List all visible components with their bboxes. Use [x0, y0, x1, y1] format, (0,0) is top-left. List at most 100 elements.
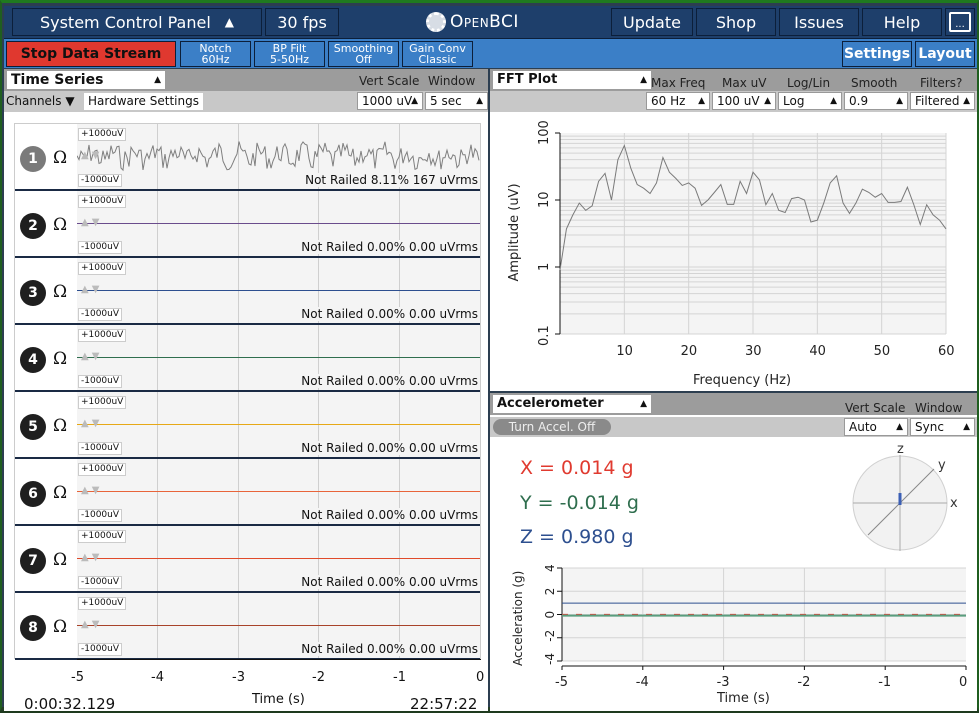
accelerometer-chart: -4 -2 0 2 4 -5 -4 -3 -2 -1 0 Time (s) Acceleration (…: [511, 564, 967, 706]
svg-text:30: 30: [745, 344, 762, 359]
channel-signal: [77, 625, 480, 626]
channel-plot: ▲▼ +1000uV -1000uV Not Railed 8.11% 167 …: [77, 124, 480, 189]
gain-conversion-button[interactable]: Gain Conv Classic: [402, 41, 473, 67]
filters-dropdown[interactable]: Filtered ▲: [910, 92, 975, 110]
impedance-omega-icon[interactable]: Ω: [53, 349, 68, 369]
openbci-brain-gear-icon: [426, 12, 446, 32]
svg-text:2: 2: [543, 588, 557, 596]
railed-status: Not Railed 0.00% 0.00 uVrms: [299, 575, 478, 589]
turn-accel-off-button[interactable]: Turn Accel. Off: [493, 419, 611, 435]
impedance-omega-icon[interactable]: Ω: [53, 617, 68, 637]
x-axis-label: Time (s): [252, 692, 305, 707]
fps-button[interactable]: 30 fps: [265, 8, 339, 36]
svg-text:60: 60: [938, 344, 955, 359]
upper-scale-label: +1000uV: [78, 463, 127, 476]
gain-label: Gain Conv: [409, 42, 466, 55]
grid-line: [238, 124, 239, 189]
railed-status: Not Railed 0.00% 0.00 uVrms: [299, 508, 478, 522]
stop-data-stream-button[interactable]: Stop Data Stream: [6, 41, 176, 67]
widget-selector[interactable]: Accelerometer ▲: [493, 395, 651, 413]
issues-button[interactable]: Issues: [779, 8, 859, 36]
svg-text:20: 20: [681, 344, 698, 359]
vert-scale-dropdown[interactable]: 1000 uV ▲: [357, 92, 423, 110]
svg-text:1: 1: [537, 263, 552, 271]
channel-plot: ▲▼ +1000uV -1000uV Not Railed 0.00% 0.00…: [77, 526, 480, 591]
scale-arrows-icon[interactable]: ▲▼: [81, 418, 103, 429]
window-dropdown[interactable]: Sync ▲: [910, 418, 975, 436]
system-control-panel-button[interactable]: System Control Panel ▲: [12, 8, 262, 36]
x-tick: -1: [393, 670, 406, 685]
smoothing-button[interactable]: Smoothing Off: [328, 41, 399, 67]
caret-up-icon: ▲: [830, 96, 837, 106]
filters-label: Filters?: [920, 76, 963, 90]
max-uv-dropdown[interactable]: 100 uV ▲: [712, 92, 776, 110]
lower-scale-label: -1000uV: [78, 643, 123, 656]
max-freq-dropdown[interactable]: 60 Hz ▲: [646, 92, 710, 110]
settings-button[interactable]: Settings: [842, 41, 912, 67]
channel-toggle-button[interactable]: 1: [20, 146, 46, 172]
logo-text: OpenBCI: [450, 12, 519, 32]
window-menu-button[interactable]: ...: [945, 8, 975, 36]
svg-text:-3: -3: [717, 675, 730, 690]
channel-toggle-button[interactable]: 8: [20, 615, 46, 641]
layout-button[interactable]: Layout: [915, 41, 975, 67]
scale-arrows-icon[interactable]: ▲▼: [81, 485, 103, 496]
channel-toggle-button[interactable]: 2: [20, 213, 46, 239]
hardware-settings-button[interactable]: Hardware Settings: [84, 93, 203, 110]
log-lin-label: Log/Lin: [787, 76, 831, 90]
caret-up-icon: ▲: [640, 75, 647, 85]
channel-plot: ▲▼ +1000uV -1000uV Not Railed 0.00% 0.00…: [77, 392, 480, 457]
shop-button[interactable]: Shop: [696, 8, 776, 36]
channel-row: 5 Ω ▲▼ +1000uV -1000uV Not Railed 0.00% …: [15, 392, 480, 459]
widget-title: Time Series: [11, 72, 104, 88]
channels-dropdown[interactable]: Channels ▼: [6, 94, 75, 108]
impedance-omega-icon[interactable]: Ω: [53, 483, 68, 503]
channel-toggle-button[interactable]: 5: [20, 414, 46, 440]
log-lin-dropdown[interactable]: Log ▲: [778, 92, 842, 110]
widget-selector[interactable]: Time Series ▲: [7, 71, 165, 89]
notch-label: Notch: [199, 42, 232, 55]
channel-toggle-button[interactable]: 7: [20, 548, 46, 574]
bp-label: BP Filt: [272, 42, 307, 55]
scale-arrows-icon[interactable]: ▲▼: [81, 150, 103, 161]
impedance-omega-icon[interactable]: Ω: [53, 282, 68, 302]
notch-filter-button[interactable]: Notch 60Hz: [180, 41, 251, 67]
channel-row: 8 Ω ▲▼ +1000uV -1000uV Not Railed 0.00% …: [15, 593, 480, 660]
channel-toggle-button[interactable]: 4: [20, 347, 46, 373]
channel-toggle-button[interactable]: 3: [20, 280, 46, 306]
bandpass-filter-button[interactable]: BP Filt 5-50Hz: [254, 41, 325, 67]
gain-value: Classic: [418, 53, 457, 66]
svg-text:Acceleration (g): Acceleration (g): [511, 571, 525, 666]
channel-signal: [77, 290, 480, 291]
help-button[interactable]: Help: [862, 8, 942, 36]
scale-arrows-icon[interactable]: ▲▼: [81, 552, 103, 563]
max-freq-label: Max Freq: [651, 76, 706, 90]
scale-arrows-icon[interactable]: ▲▼: [81, 217, 103, 228]
caret-up-icon: ▲: [476, 96, 483, 106]
svg-text:50: 50: [874, 344, 891, 359]
svg-text:-2: -2: [543, 630, 557, 642]
accel-3d-orientation: z y x: [852, 442, 958, 551]
impedance-omega-icon[interactable]: Ω: [53, 550, 68, 570]
scale-arrows-icon[interactable]: ▲▼: [81, 284, 103, 295]
scale-arrows-icon[interactable]: ▲▼: [81, 619, 103, 630]
channel-row: 3 Ω ▲▼ +1000uV -1000uV Not Railed 0.00% …: [15, 258, 480, 325]
accelerometer-widget: Accelerometer ▲ Vert Scale Window Turn Ac…: [490, 393, 977, 711]
railed-status: Not Railed 0.00% 0.00 uVrms: [299, 240, 478, 254]
update-button[interactable]: Update: [611, 8, 693, 36]
svg-text:4: 4: [543, 564, 557, 572]
smooth-dropdown[interactable]: 0.9 ▲: [844, 92, 908, 110]
impedance-omega-icon[interactable]: Ω: [53, 215, 68, 235]
window-dropdown[interactable]: 5 sec ▲: [425, 92, 488, 110]
caret-up-icon: ▲: [764, 96, 771, 106]
svg-text:-4: -4: [636, 675, 649, 690]
impedance-omega-icon[interactable]: Ω: [53, 148, 68, 168]
vert-scale-dropdown[interactable]: Auto ▲: [844, 418, 908, 436]
max-uv-value: 100 uV: [717, 94, 760, 108]
svg-text:-5: -5: [555, 675, 568, 690]
widget-selector[interactable]: FFT Plot ▲: [493, 71, 651, 89]
channel-toggle-button[interactable]: 6: [20, 481, 46, 507]
svg-text:Time (s): Time (s): [716, 691, 770, 706]
impedance-omega-icon[interactable]: Ω: [53, 416, 68, 436]
scale-arrows-icon[interactable]: ▲▼: [81, 351, 103, 362]
